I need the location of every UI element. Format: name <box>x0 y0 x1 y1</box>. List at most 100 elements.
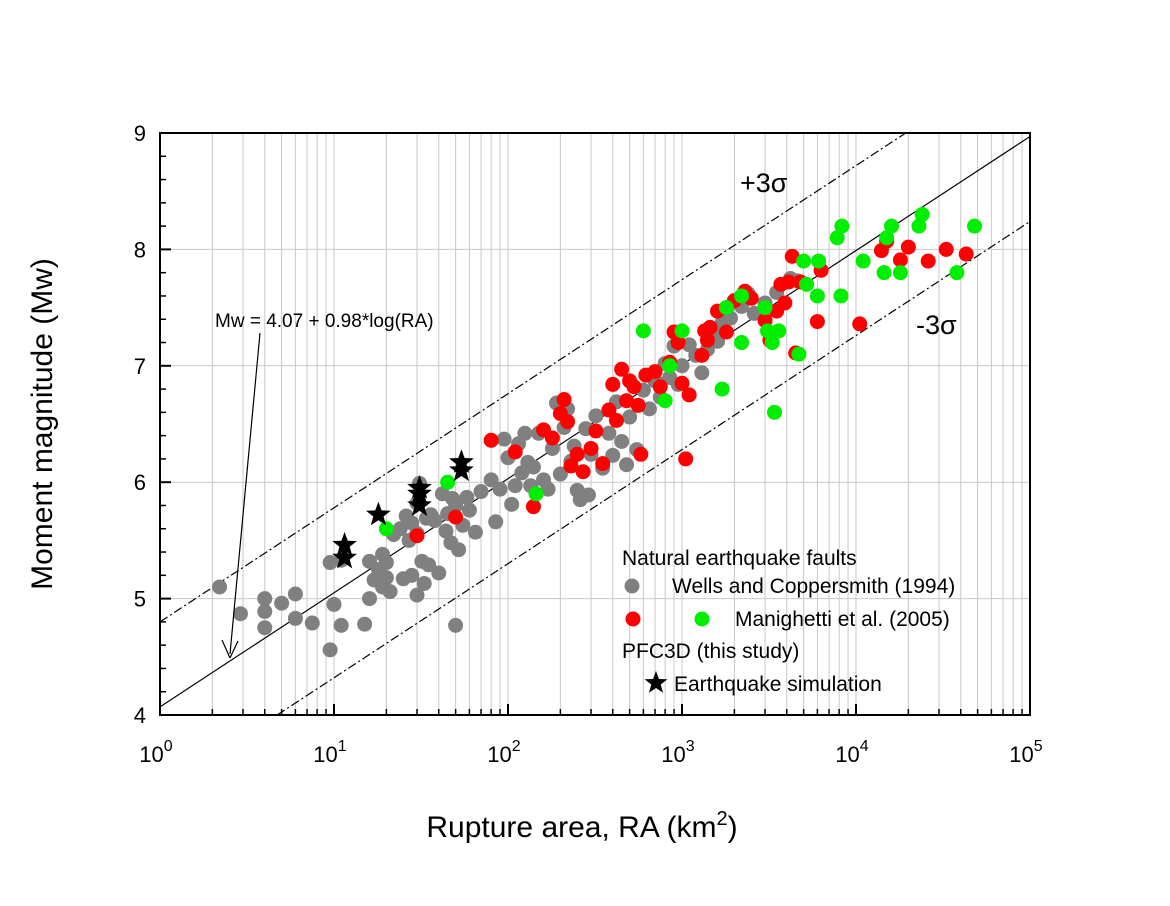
x-tick-label: 105 <box>1009 738 1042 767</box>
data-point-manighetti-red <box>777 295 793 311</box>
x-tick-exponent: 5 <box>1034 738 1043 755</box>
data-point-manighetti-red <box>694 347 710 363</box>
data-point-manighetti-green <box>892 265 908 281</box>
data-point-wells <box>431 565 447 581</box>
data-point-manighetti-red <box>525 499 541 515</box>
y-axis-title: Moment magnitude (Mw) <box>26 258 59 590</box>
legend-marker-wells <box>624 578 640 594</box>
data-point-wells <box>488 514 504 530</box>
data-point-manighetti-green <box>771 323 787 339</box>
data-point-manighetti-red <box>409 528 425 544</box>
data-point-wells <box>459 489 475 505</box>
data-point-wells <box>619 457 635 473</box>
data-point-manighetti-green <box>734 335 750 351</box>
data-point-star <box>449 457 474 482</box>
data-point-manighetti-green <box>635 323 651 339</box>
data-point-manighetti-green <box>440 474 456 490</box>
data-point-wells <box>287 610 303 626</box>
data-point-manighetti-red <box>852 316 868 332</box>
legend-label-simulation: Earthquake simulation <box>674 673 882 696</box>
data-point-star <box>407 492 432 516</box>
data-point-manighetti-red <box>556 392 572 408</box>
data-point-wells <box>504 496 520 512</box>
data-point-star <box>407 475 432 499</box>
data-point-wells <box>517 425 533 441</box>
data-point-wells <box>232 606 248 622</box>
legend-label-manighetti: Manighetti et al. (2005) <box>735 608 950 631</box>
data-point-manighetti-green <box>949 265 965 281</box>
data-point-wells <box>641 401 657 417</box>
data-point-manighetti-red <box>563 458 579 474</box>
data-point-manighetti-red <box>900 239 916 255</box>
x-axis-title-end: ) <box>728 811 738 844</box>
x-tick-exponent: 0 <box>164 738 173 755</box>
data-point-wells <box>382 584 398 600</box>
data-point-wells <box>622 409 638 425</box>
data-point-manighetti-red <box>608 413 624 429</box>
x-tick-base: 10 <box>661 742 685 767</box>
data-point-manighetti-red <box>784 248 800 264</box>
legend-marker-star <box>644 671 668 693</box>
data-point-manighetti-green <box>829 230 845 246</box>
data-point-wells <box>304 615 320 631</box>
plot-frame <box>159 132 1031 716</box>
data-point-manighetti-green <box>759 323 775 339</box>
data-point-manighetti-red <box>588 423 604 439</box>
data-point-wells <box>326 596 342 612</box>
data-point-wells <box>362 591 378 607</box>
data-point-wells <box>409 587 425 603</box>
x-tick-label: 101 <box>313 738 346 767</box>
data-point-manighetti-green <box>528 486 544 502</box>
data-point-wells <box>274 595 290 611</box>
legend-label-wells: Wells and Coppersmith (1994) <box>672 575 955 598</box>
data-point-wells <box>674 358 690 374</box>
x-tick-exponent: 2 <box>512 738 521 755</box>
data-point-manighetti-red <box>448 509 464 525</box>
data-point-manighetti-red <box>652 379 668 395</box>
data-point-star <box>332 544 357 569</box>
data-point-manighetti-red <box>718 324 734 340</box>
data-point-manighetti-red <box>920 253 936 269</box>
data-point-wells <box>552 466 568 482</box>
data-point-wells <box>540 481 556 497</box>
legend-header-natural: Natural earthquake faults <box>622 547 857 570</box>
data-point-wells <box>322 642 338 658</box>
data-point-wells <box>525 459 541 475</box>
x-tick-exponent: 3 <box>686 738 695 755</box>
data-point-manighetti-green <box>833 288 849 304</box>
x-tick-label: 103 <box>661 738 694 767</box>
data-point-wells <box>392 521 408 537</box>
data-point-manighetti-red <box>544 430 560 446</box>
data-point-wells <box>378 570 394 586</box>
data-point-wells <box>694 365 710 381</box>
data-point-manighetti-green <box>884 218 900 234</box>
data-point-star <box>332 532 357 556</box>
data-point-manighetti-red <box>575 464 591 480</box>
data-point-wells <box>580 487 596 503</box>
plus-3-sigma-label: +3σ <box>740 168 788 198</box>
data-point-wells <box>483 472 499 488</box>
y-tick-label: 8 <box>134 237 146 262</box>
grid-layer <box>160 133 1030 715</box>
data-point-manighetti-green <box>734 288 750 304</box>
data-point-wells <box>601 425 617 441</box>
data-point-wells <box>212 579 228 595</box>
x-tick-base: 10 <box>487 742 511 767</box>
x-tick-exponent: 4 <box>860 738 869 755</box>
data-point-manighetti-green <box>662 358 678 374</box>
equation-annotation: Mw = 4.07 + 0.98*log(RA) <box>215 311 434 332</box>
data-point-manighetti-green <box>718 300 734 316</box>
y-tick-label: 9 <box>134 121 146 146</box>
x-axis-title-sup: 2 <box>717 808 728 830</box>
data-point-manighetti-green <box>378 521 394 537</box>
data-point-wells <box>544 440 560 456</box>
data-point-manighetti-red <box>601 402 617 418</box>
data-point-manighetti-red <box>809 314 825 330</box>
legend-marker-manighetti-red <box>625 611 641 627</box>
data-point-wells <box>404 567 420 583</box>
x-tick-label: 100 <box>139 738 172 767</box>
data-point-manighetti-green <box>911 218 927 234</box>
data-point-manighetti-red <box>702 319 718 335</box>
y-tick-label: 4 <box>134 703 146 728</box>
data-point-manighetti-green <box>914 206 930 222</box>
